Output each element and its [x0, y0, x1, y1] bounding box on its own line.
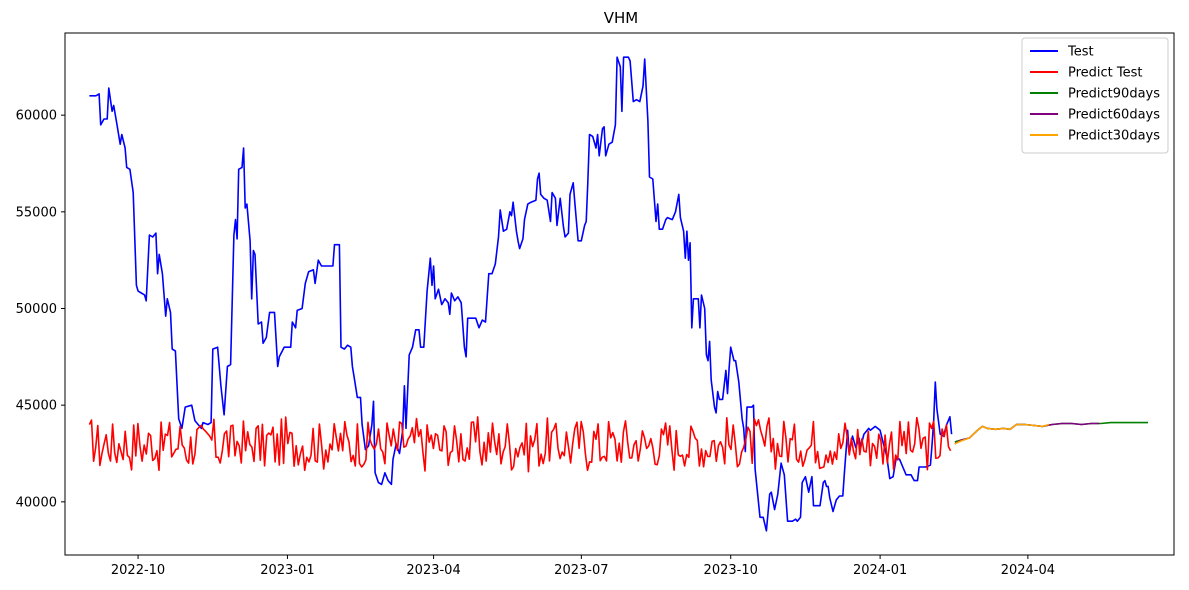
- legend: Test Predict Test Predict90days Predict60da…: [1021, 37, 1169, 154]
- y-tick-label: 40000: [16, 495, 57, 510]
- x-tick-label: 2023-07: [554, 563, 608, 578]
- legend-label: Predict Test: [1068, 66, 1143, 81]
- x-tick-label: 2023-01: [260, 563, 314, 578]
- series-layer: [88, 56, 1148, 532]
- x-tick-label: 2023-04: [406, 563, 460, 578]
- legend-label: Test: [1067, 45, 1094, 60]
- x-tick-label: 2024-04: [1001, 563, 1055, 578]
- series-line-predict-test: [88, 416, 952, 473]
- x-tick-label: 2024-01: [853, 563, 907, 578]
- x-tick-label: 2022-10: [111, 563, 165, 578]
- x-axis: 2022-10 2023-01 2023-04 2023-07 2023-10 2024-…: [111, 555, 1055, 578]
- legend-box: [1021, 37, 1169, 154]
- series-line-predict60days: [954, 422, 1100, 445]
- series-line-predict30days: [954, 423, 1050, 445]
- plot-frame: [64, 32, 1175, 556]
- y-tick-label: 45000: [16, 399, 57, 414]
- y-axis: 40000 45000 50000 55000 60000: [16, 109, 65, 510]
- y-tick-label: 50000: [16, 302, 57, 317]
- legend-label: Predict60days: [1068, 108, 1160, 123]
- series-line-test: [89, 56, 953, 532]
- x-tick-label: 2023-10: [704, 563, 758, 578]
- y-tick-label: 60000: [16, 109, 57, 124]
- series-line-predict90days: [954, 421, 1148, 443]
- legend-label: Predict30days: [1068, 129, 1160, 144]
- y-tick-label: 55000: [16, 205, 57, 220]
- chart-title: VHM: [604, 9, 638, 27]
- legend-label: Predict90days: [1068, 87, 1160, 102]
